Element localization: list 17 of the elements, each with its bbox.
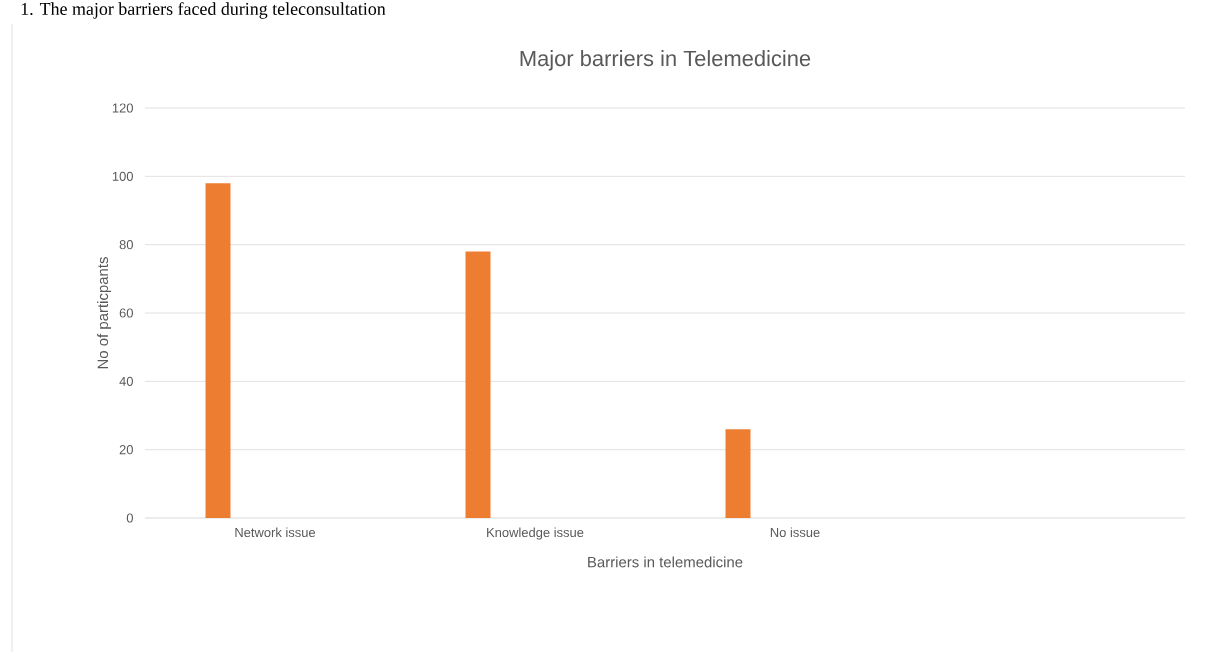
x-tick-label: Knowledge issue — [487, 527, 584, 540]
y-tick-label: 60 — [119, 308, 133, 318]
text: 1. The major barriers faced during teleconsultation — [21, 2, 386, 19]
y-tick-label: 100 — [112, 171, 133, 181]
bar — [205, 183, 231, 518]
y-tick-label: 0 — [126, 513, 133, 523]
y-tick-label: 20 — [119, 445, 133, 455]
y-tick-label: 80 — [119, 240, 133, 250]
y-tick-label: 120 — [112, 103, 133, 113]
bar — [465, 251, 491, 518]
x-tick-label: No issue — [770, 527, 820, 538]
y-tick-label: 40 — [119, 376, 133, 386]
x-tick-label: Network issue — [235, 527, 316, 538]
x-axis-title: Barriers in telemedicine — [588, 556, 743, 568]
chart-title: Major barriers in Telemedicine — [520, 50, 811, 71]
bar — [725, 429, 751, 518]
y-axis-title: No of particpants — [97, 257, 112, 369]
